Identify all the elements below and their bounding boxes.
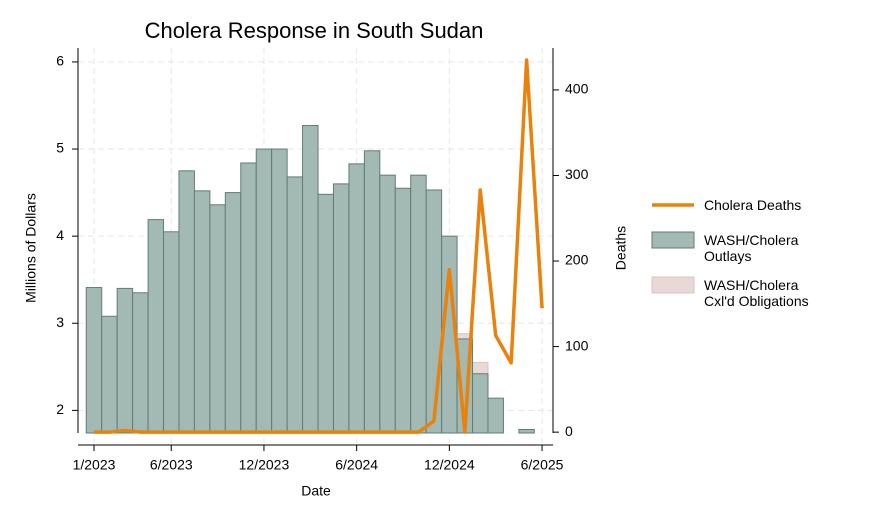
bar [302,125,319,434]
bar [178,170,195,434]
y2-tick-label: 100 [565,337,589,353]
y-axis-label: Millions of Dollars [23,193,39,303]
y2-tick-label: 300 [565,166,589,182]
x-tick-label: 6/2024 [335,457,378,473]
bar [271,148,288,434]
bar [425,189,443,434]
y2-tick-label: 0 [565,423,573,439]
y2-axis-label: Deaths [613,226,629,270]
y-tick-label: 2 [56,401,64,417]
y-tick-label: 6 [56,53,64,69]
bar [116,287,134,434]
bar [332,183,350,434]
bar [163,231,180,434]
y-tick-label: 3 [56,314,64,330]
x-tick-label: 6/2025 [521,457,564,473]
line [94,58,544,434]
y-tick-label: 5 [56,140,64,156]
x-tick-label: 6/2023 [150,457,193,473]
bar [518,429,535,434]
bar [410,174,427,434]
bar [286,176,304,434]
y2-tick-label: 200 [565,252,589,268]
legend-label: Cholera Deaths [704,197,802,213]
bar [240,162,257,434]
bar [394,187,412,434]
bar [379,174,396,434]
y2-tick-label: 400 [565,81,589,97]
x-axis-label: Date [301,483,331,499]
bar [363,150,381,434]
bar [224,192,242,434]
bar [209,204,226,434]
legend-label: WASH/Cholera Cxl'd Obligations [704,277,809,309]
x-tick-label: 1/2023 [73,457,116,473]
legend-swatch [651,231,695,249]
bar [317,193,334,434]
x-tick-label: 12/2023 [239,457,290,473]
bar [193,190,211,434]
bar [132,292,149,434]
x-tick-label: 12/2024 [424,457,475,473]
bar [147,219,165,434]
legend-swatch [651,276,695,294]
bar [85,287,103,434]
bar [487,397,504,434]
bar [101,315,118,434]
bar [348,163,365,434]
legend-label: WASH/Cholera Outlays [704,232,799,264]
y-tick-label: 4 [56,227,64,243]
bar [255,148,273,434]
bar [472,373,489,434]
chart-title: Cholera Response in South Sudan [145,18,484,43]
